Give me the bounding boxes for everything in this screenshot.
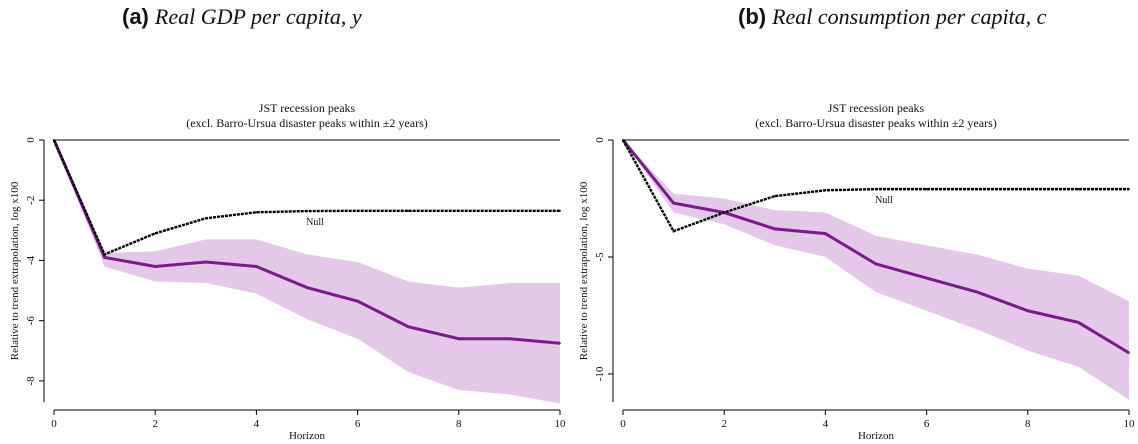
estimate-point xyxy=(103,256,106,259)
x-tick-label: 2 xyxy=(721,418,727,430)
x-tick-label: 10 xyxy=(1124,418,1136,430)
estimate-point xyxy=(1128,351,1130,354)
x-tick-label: 8 xyxy=(1025,418,1031,430)
y-axis-label: Relative to trend extrapolation, log x10… xyxy=(9,181,21,360)
chart-title: JST recession peaks xyxy=(259,101,356,115)
x-tick-label: 2 xyxy=(152,418,158,430)
estimate-point xyxy=(1077,321,1080,324)
null-series-line xyxy=(52,139,560,256)
x-axis-label: Horizon xyxy=(289,430,326,442)
confidence-band xyxy=(54,140,560,404)
y-tick-label: -6 xyxy=(25,316,37,326)
null-point xyxy=(457,209,460,212)
null-point xyxy=(53,139,55,141)
chart-panel-a: JST recession peaks(excl. Barro-Ursua di… xyxy=(9,101,567,442)
x-tick-label: 0 xyxy=(620,418,626,430)
estimate-point xyxy=(976,291,979,293)
caption-text: Real GDP per capita, y xyxy=(154,4,362,29)
estimate-point xyxy=(773,227,776,230)
y-tick-label: -10 xyxy=(594,366,606,381)
y-tick-label: -5 xyxy=(594,252,606,262)
null-point xyxy=(723,211,726,214)
x-tick-label: 6 xyxy=(924,418,930,430)
null-point xyxy=(773,195,776,198)
estimate-point xyxy=(356,300,359,303)
caption-text: Real consumption per capita, c xyxy=(772,4,1047,29)
null-point xyxy=(622,139,624,141)
estimate-point xyxy=(1026,309,1029,312)
estimate-point xyxy=(925,277,928,279)
series-label: Null xyxy=(875,195,893,206)
caption-panel-b: (b) Real consumption per capita, c xyxy=(738,4,1046,30)
estimate-point xyxy=(204,261,207,263)
null-point xyxy=(204,217,207,220)
x-tick-label: 4 xyxy=(823,418,829,430)
x-axis-label: Horizon xyxy=(858,430,895,442)
null-point xyxy=(356,209,359,212)
estimate-point xyxy=(508,337,511,340)
x-tick-label: 6 xyxy=(355,418,361,430)
null-point xyxy=(1026,188,1029,191)
y-tick-label: -2 xyxy=(25,196,37,205)
x-tick-label: 10 xyxy=(555,418,567,430)
null-point xyxy=(976,188,979,191)
null-point xyxy=(1128,188,1130,191)
caption-letter: (b) xyxy=(738,4,767,29)
null-point xyxy=(306,210,308,212)
y-tick-label: 0 xyxy=(594,137,606,143)
y-tick-label: -8 xyxy=(25,376,37,386)
confidence-band xyxy=(623,140,1129,400)
chart-title: JST recession peaks xyxy=(828,101,925,115)
caption-letter: (a) xyxy=(122,4,149,29)
x-tick-label: 4 xyxy=(254,418,260,430)
estimate-point xyxy=(824,232,827,235)
chart-panel-b: JST recession peaks(excl. Barro-Ursua di… xyxy=(578,101,1136,442)
estimate-point xyxy=(407,325,410,328)
caption-panel-a: (a) Real GDP per capita, y xyxy=(122,4,362,30)
null-point xyxy=(508,209,511,212)
estimate-point xyxy=(875,263,877,265)
null-point xyxy=(103,253,106,256)
null-point xyxy=(407,209,410,212)
null-point xyxy=(824,189,827,192)
estimate-point xyxy=(457,337,460,340)
null-point xyxy=(559,209,561,212)
null-point xyxy=(255,211,258,214)
chart-subtitle: (excl. Barro-Ursua disaster peaks within… xyxy=(186,116,428,130)
x-tick-label: 0 xyxy=(51,418,57,430)
chart-subtitle: (excl. Barro-Ursua disaster peaks within… xyxy=(755,116,997,130)
estimate-point xyxy=(154,265,157,268)
estimate-point xyxy=(559,342,561,345)
series-label: Null xyxy=(306,217,324,228)
y-tick-label: 0 xyxy=(25,137,37,143)
null-point xyxy=(875,188,877,191)
null-point xyxy=(672,230,675,233)
null-point xyxy=(925,188,928,191)
x-tick-label: 8 xyxy=(456,418,462,430)
estimate-point xyxy=(306,286,308,289)
estimate-point xyxy=(255,265,258,268)
estimate-point xyxy=(672,202,675,205)
y-axis-label: Relative to trend extrapolation, log x10… xyxy=(578,181,590,360)
y-tick-label: -4 xyxy=(25,255,37,265)
null-point xyxy=(154,232,157,235)
null-point xyxy=(1077,188,1080,191)
